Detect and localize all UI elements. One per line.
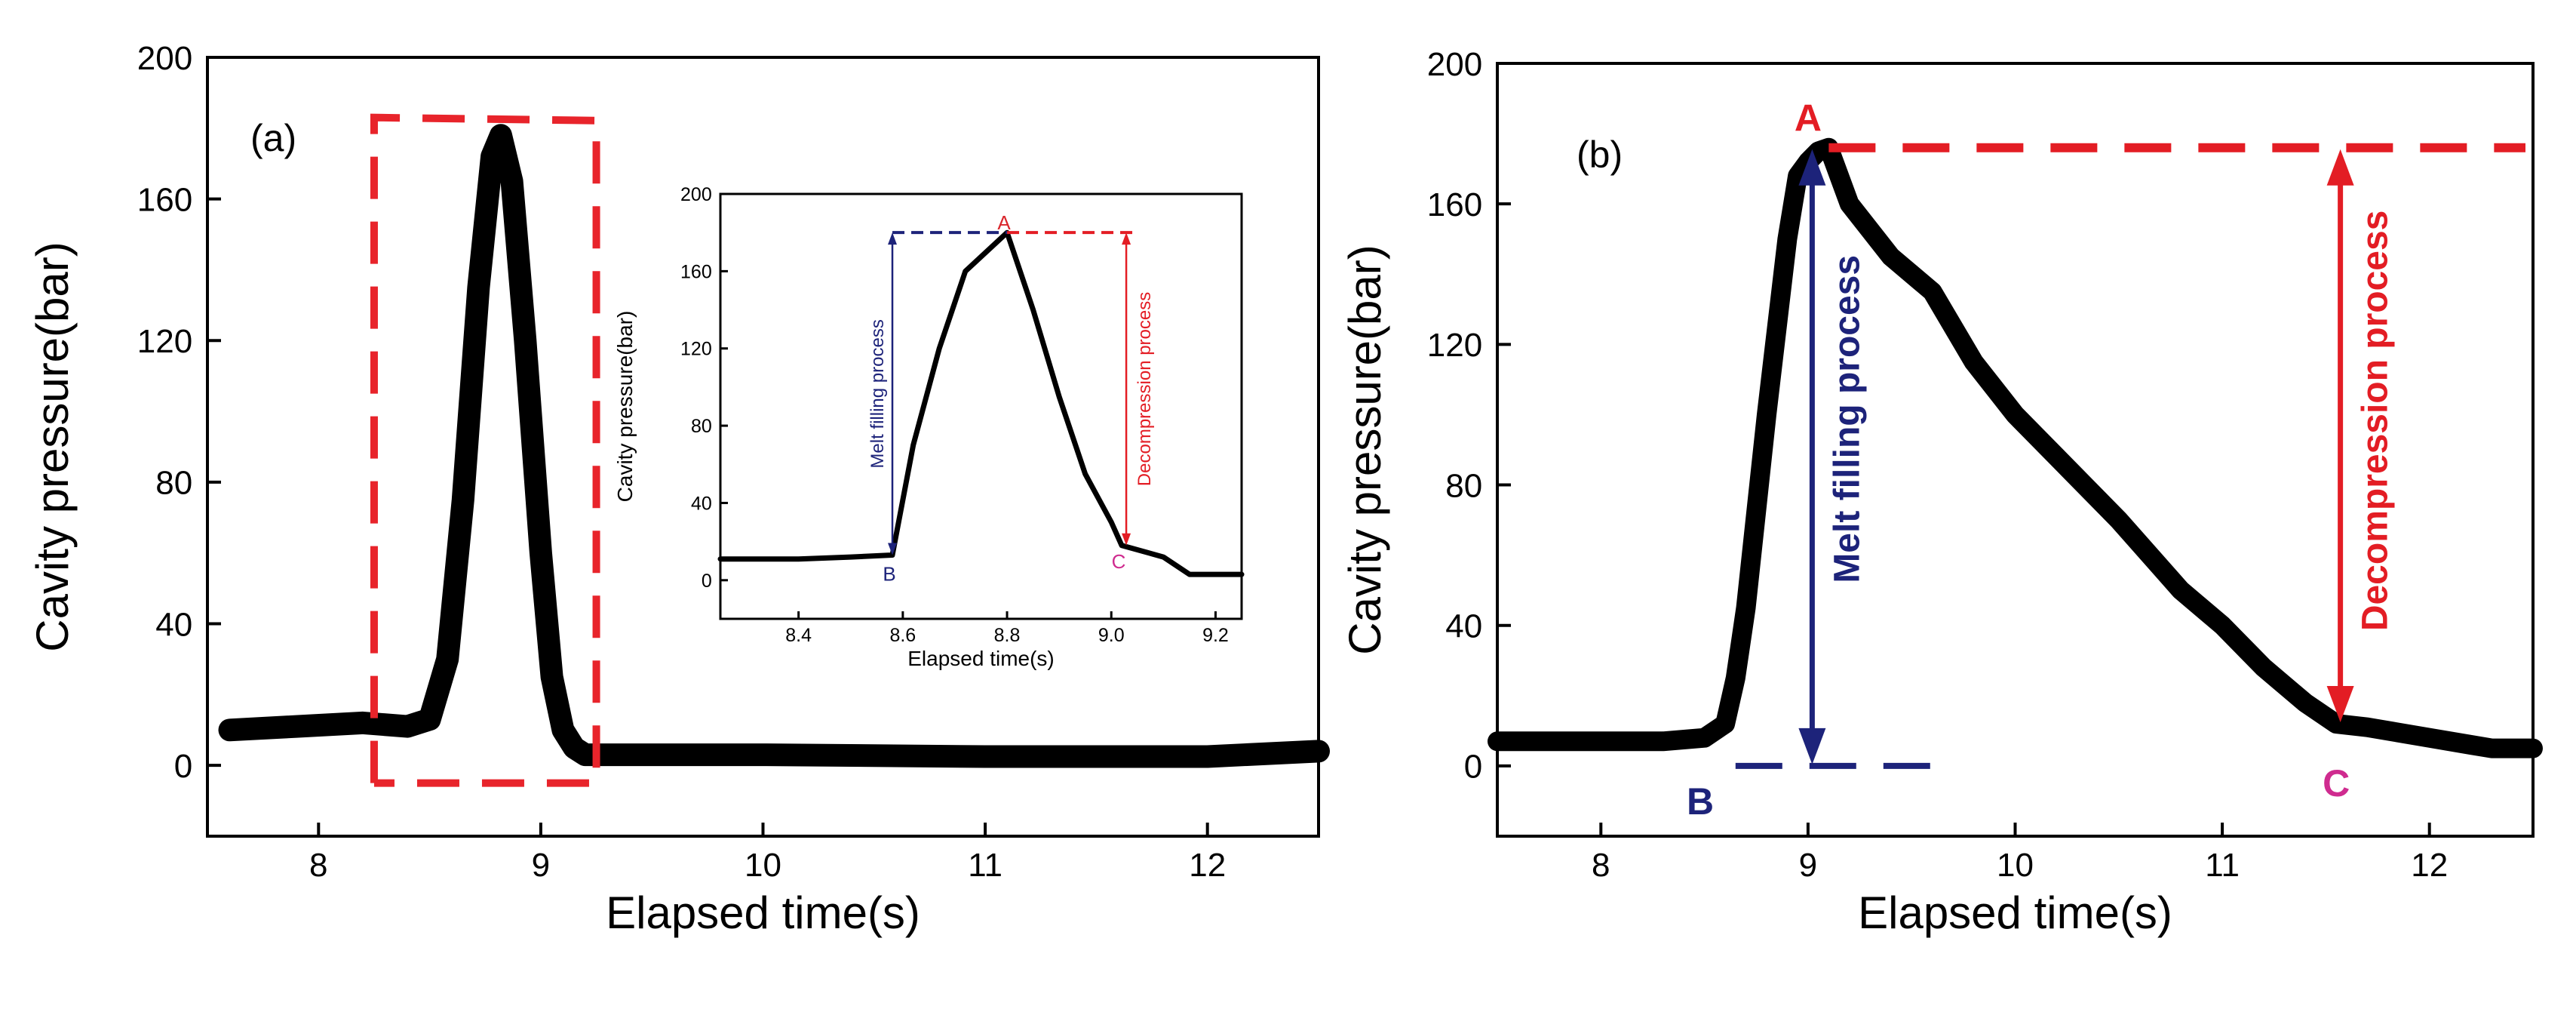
inset-y-tick-label: 120 — [680, 339, 712, 360]
panel-b-y-tick-label: 80 — [1445, 467, 1482, 504]
panel-a-y-axis-title: Cavity pressure(bar) — [27, 241, 78, 652]
inset-x-tick-label: 8.6 — [889, 625, 916, 646]
panel-a-y-tick-label: 160 — [137, 181, 192, 218]
panel-a-y-tick-label: 120 — [137, 323, 192, 360]
panel-b-label: (b) — [1577, 134, 1623, 176]
inset-decompression-arrow-head-down — [1122, 533, 1131, 546]
panel-b-x-tick-label: 12 — [2411, 847, 2448, 884]
panel-b-y-tick-label: 40 — [1445, 608, 1482, 645]
inset-y-tick-label: 80 — [691, 416, 712, 437]
panel-b-decompression-arrow-head-down — [2326, 686, 2354, 723]
inset-point-a-label: A — [997, 211, 1011, 234]
inset-point-b-label: B — [883, 563, 895, 586]
panel-a-y-tick-label: 40 — [155, 606, 192, 643]
inset-plot-frame — [719, 192, 1243, 620]
panel-a-y-tick-label: 80 — [155, 465, 192, 502]
panel-b-x-tick-label: 8 — [1592, 847, 1610, 884]
panel-b-point-a-label: A — [1795, 97, 1822, 140]
panel-a-y-tick-label: 200 — [137, 40, 192, 77]
panel-b-x-axis-title: Elapsed time(s) — [1858, 887, 2172, 938]
panel-a-x-tick-label: 12 — [1189, 847, 1226, 884]
inset-decompression-label: Decompression process — [1134, 292, 1155, 486]
panel-b-point-b-label: B — [1687, 780, 1714, 823]
panel-b-y-tick-label: 160 — [1427, 186, 1482, 223]
panel-b-melt-filling-label: Melt filling process — [1827, 255, 1867, 583]
panel-b-decompression-label: Decompression process — [2356, 211, 2396, 632]
panel-a-x-axis-title: Elapsed time(s) — [606, 887, 920, 938]
panel-a-label: (a) — [250, 117, 296, 159]
inset-y-tick-label: 0 — [702, 571, 712, 592]
inset-melt-filling-label: Melt filling process — [867, 319, 888, 468]
panel-a-x-tick-label: 9 — [532, 847, 550, 884]
panel-a-highlight-box — [370, 113, 600, 787]
inset-melt-arrow-head-down — [888, 543, 898, 555]
inset-background — [607, 171, 1260, 717]
inset-x-tick-label: 9.0 — [1098, 625, 1125, 646]
panel-b-y-axis-title: Cavity pressure(bar) — [1340, 245, 1390, 655]
panel-b-x-tick-label: 9 — [1799, 847, 1817, 884]
inset-x-tick-label: 8.4 — [785, 625, 812, 646]
inset-x-axis-title: Elapsed time(s) — [907, 647, 1055, 670]
panel-a-x-tick-label: 11 — [968, 847, 1002, 884]
inset-y-axis-title: Cavity pressure(bar) — [613, 311, 637, 503]
panel-b-y-tick-label: 120 — [1427, 327, 1482, 364]
panel-b-point-c-label: C — [2323, 762, 2350, 804]
inset-y-tick-label: 200 — [680, 184, 712, 205]
inset-decompression-arrow-head-up — [1122, 232, 1131, 245]
panel-b-x-tick-label: 10 — [1997, 847, 2034, 884]
inset-point-c-label: C — [1112, 550, 1126, 573]
panel-a-series-line — [218, 124, 1330, 768]
panel-b-melt-arrow-head-up — [1798, 149, 1826, 186]
panel-a-x-tick-label: 10 — [745, 847, 781, 884]
panel-b-melt-arrow-head-down — [1798, 728, 1826, 764]
inset-x-tick-label: 9.2 — [1202, 625, 1229, 646]
panel-b-x-tick-label: 11 — [2205, 847, 2240, 884]
inset-series-line — [717, 229, 1245, 577]
inset-y-tick-label: 40 — [691, 493, 712, 514]
panel-b-decompression-arrow-head-up — [2326, 149, 2354, 186]
inset-melt-arrow-head-up — [888, 232, 898, 245]
inset-y-tick-label: 160 — [680, 261, 712, 282]
inset-x-tick-label: 8.8 — [994, 625, 1021, 646]
panel-b-series-line — [1488, 137, 2543, 758]
panel-a-x-tick-label: 8 — [309, 847, 327, 884]
panel-b-y-tick-label: 200 — [1427, 46, 1482, 83]
panel-b-y-tick-label: 0 — [1464, 749, 1482, 786]
panel-a-y-tick-label: 0 — [174, 748, 192, 785]
